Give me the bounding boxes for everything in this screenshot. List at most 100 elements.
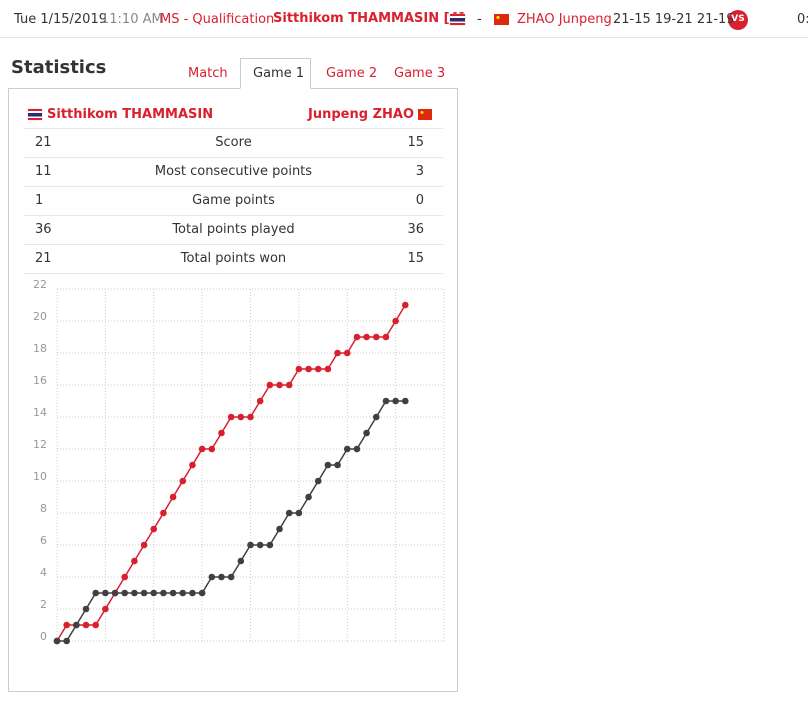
score-point	[305, 493, 312, 501]
left-value: 21	[35, 251, 52, 266]
active-tab-box	[240, 58, 311, 89]
score-point	[160, 509, 167, 517]
score-point	[169, 493, 177, 501]
right-value: 36	[407, 222, 424, 237]
score-point	[189, 589, 196, 597]
score-point	[285, 381, 293, 389]
score-point	[63, 637, 70, 645]
score-point	[334, 461, 341, 469]
match-duration: 0:	[797, 12, 808, 27]
score-point	[179, 477, 187, 485]
score-point	[247, 413, 254, 421]
y-tick-label: 18	[33, 342, 47, 355]
score-point	[266, 381, 274, 389]
event-name[interactable]: MS - Qualification	[160, 12, 275, 27]
y-tick-label: 4	[40, 566, 47, 579]
score-point	[131, 589, 138, 597]
y-tick-label: 8	[40, 502, 47, 515]
y-tick-label: 12	[33, 438, 47, 451]
row-divider	[24, 128, 443, 129]
separator: -	[477, 12, 482, 27]
score-point	[256, 397, 264, 405]
left-value: 1	[35, 193, 44, 208]
score-point	[402, 301, 409, 309]
score-point	[324, 365, 332, 373]
score-point	[392, 397, 399, 405]
row-divider	[24, 244, 443, 245]
score-point	[343, 445, 351, 453]
score-point	[82, 621, 90, 629]
right-value: 15	[407, 135, 424, 150]
score-point	[121, 589, 129, 597]
y-tick-label: 20	[33, 310, 47, 323]
y-tick-label: 10	[33, 470, 47, 483]
score-point	[227, 573, 235, 581]
score-point	[179, 589, 187, 597]
right-player: Junpeng ZHAO	[308, 107, 414, 122]
score-point	[208, 573, 216, 581]
match-scores: 21-15 19-21 21-19	[613, 12, 735, 27]
right-value: 3	[415, 164, 424, 179]
match-date: Tue 1/15/2019	[14, 12, 107, 27]
score-point	[53, 637, 61, 645]
right-value: 0	[415, 193, 424, 208]
tab[interactable]: Game 1	[253, 66, 305, 81]
player1-name[interactable]: Sitthikom THAMMASIN [4]	[273, 11, 465, 26]
y-tick-label: 22	[33, 278, 47, 291]
y-tick-label: 6	[40, 534, 47, 547]
score-point	[150, 525, 158, 533]
score-point	[198, 589, 206, 597]
y-tick-label: 16	[33, 374, 47, 387]
score-point	[324, 461, 332, 469]
y-tick-label: 14	[33, 406, 47, 419]
tab[interactable]: Game 2	[326, 66, 378, 81]
stat-label: Total points played	[172, 222, 295, 237]
y-tick-label: 0	[40, 630, 47, 643]
left-value: 36	[35, 222, 52, 237]
score-point	[102, 605, 109, 613]
score-line	[56, 304, 406, 642]
score-point	[150, 589, 158, 597]
score-point	[372, 413, 380, 421]
score-point	[314, 477, 322, 485]
score-point	[372, 333, 380, 341]
score-point	[131, 557, 138, 565]
stats-panel	[8, 88, 458, 692]
stat-label: Most consecutive points	[154, 164, 313, 179]
y-tick-label: 2	[40, 598, 47, 611]
score-point	[402, 397, 409, 405]
section-title: Statistics	[11, 57, 107, 78]
score-point	[82, 605, 90, 613]
score-point	[382, 397, 390, 405]
score-point	[140, 589, 148, 597]
right-value: 15	[407, 251, 424, 266]
score-point	[276, 525, 283, 533]
score-point	[198, 445, 206, 453]
row-divider	[24, 186, 443, 187]
score-point	[92, 589, 99, 597]
score-point	[63, 621, 70, 629]
score-point	[102, 589, 109, 597]
tab[interactable]: Game 3	[394, 66, 446, 81]
score-point	[392, 317, 399, 325]
stat-label: Score	[215, 135, 252, 150]
score-point	[237, 557, 245, 565]
score-point	[363, 333, 370, 341]
score-point	[295, 509, 303, 517]
left-value: 21	[35, 135, 52, 150]
player2-name[interactable]: ZHAO Junpeng	[517, 12, 612, 27]
score-point	[353, 333, 361, 341]
score-point	[121, 573, 129, 581]
score-point	[218, 573, 225, 581]
score-point	[285, 509, 293, 517]
score-point	[334, 349, 341, 357]
tab[interactable]: Match	[188, 66, 228, 81]
score-point	[140, 541, 148, 549]
score-point	[92, 621, 99, 629]
score-point	[266, 541, 274, 549]
score-point	[247, 541, 254, 549]
stat-label: Total points won	[180, 251, 287, 266]
score-point	[343, 349, 351, 357]
score-point	[305, 365, 312, 373]
